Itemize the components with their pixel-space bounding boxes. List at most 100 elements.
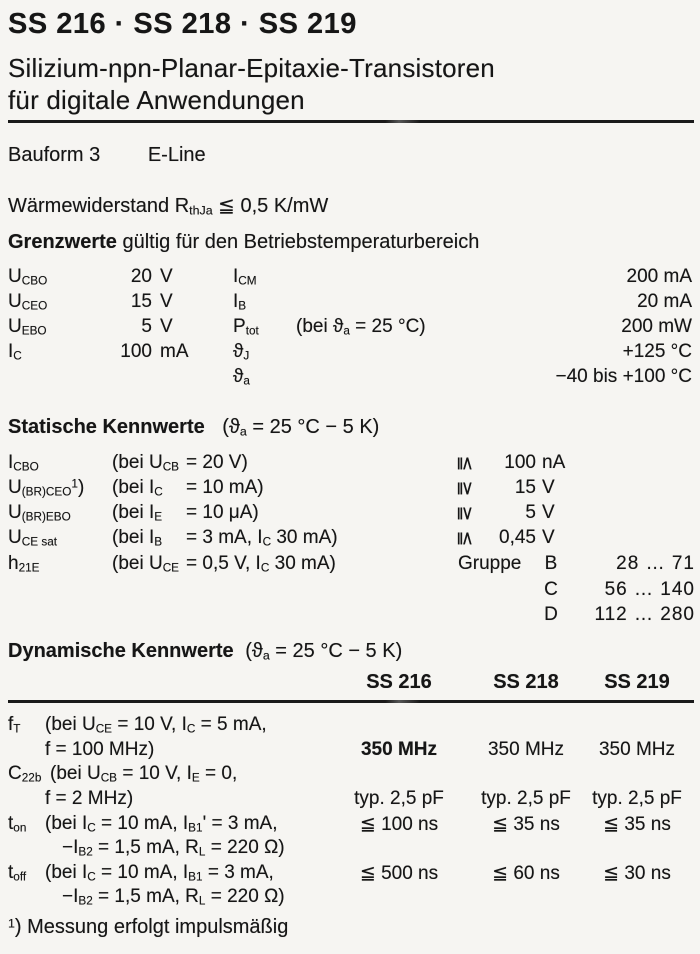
- static-condition-value: = 3 mA, IC 30 mA): [186, 527, 338, 549]
- limits-heading-rest: gültig für den Betriebstemperaturbereich: [116, 231, 480, 253]
- value-ss218: ≦ 60 ns: [492, 863, 560, 884]
- static-condition: (bei IB: [112, 527, 163, 549]
- value-ss216: ≦ 500 ns: [359, 863, 439, 884]
- bauform-label: Bauform 3: [8, 144, 101, 166]
- column-header-ss216: SS 216: [366, 671, 432, 693]
- subtitle-line-1: Silizium-npn-Planar-Epitaxie-Transistore…: [8, 53, 495, 83]
- limit-unit: V: [160, 266, 173, 287]
- dynamics-heading: Dynamische Kennwerte (ϑa = 25 °C − 5 K): [8, 640, 402, 663]
- thermal-resistance-line: Wärmewiderstand RthJa ≦ 0,5 K/mW: [8, 195, 329, 218]
- parameter-symbol: C22b: [8, 763, 42, 785]
- parameter-condition: f = 2 MHz): [45, 788, 134, 809]
- gruppe-label: Gruppe: [458, 553, 522, 574]
- static-condition: (bei IC: [112, 477, 163, 499]
- parameter-condition: f = 100 MHz): [45, 739, 155, 760]
- gruppe-letter: D: [544, 604, 558, 625]
- static-condition: (bei UCE: [112, 553, 180, 575]
- gruppe-range: 28 … 71: [616, 553, 695, 574]
- limit-value-2: +125 °C: [622, 341, 692, 362]
- value-ss216: 350 MHz: [360, 739, 438, 760]
- static-condition: (bei IE: [112, 502, 163, 524]
- static-unit: V: [542, 477, 555, 498]
- limit-value: 15: [130, 291, 152, 312]
- static-symbol: ICBO: [8, 452, 39, 474]
- limit-value: 20: [130, 266, 152, 287]
- subtitle-line-2: für digitale Anwendungen: [8, 85, 305, 115]
- parameter-symbol: toff: [8, 862, 27, 884]
- limit-unit: V: [160, 316, 173, 337]
- limit-unit: V: [160, 291, 173, 312]
- column-header-ss218: SS 218: [493, 671, 559, 693]
- bauform-line: Bauform 3 E-Line: [8, 144, 206, 167]
- static-symbol: U(BR)EBO: [8, 502, 71, 524]
- page-subtitle: Silizium-npn-Planar-Epitaxie-Transistore…: [8, 52, 495, 116]
- value-ss218: ≦ 35 ns: [492, 814, 560, 835]
- static-value: 0,45: [499, 527, 536, 548]
- static-unit: nA: [542, 452, 566, 473]
- limit-value-2: 200 mW: [621, 316, 692, 337]
- value-ss219: typ. 2,5 pF: [592, 788, 682, 809]
- page-title: SS 216 · SS 218 · SS 219: [8, 8, 357, 40]
- limit-value: 100: [120, 341, 152, 362]
- parameter-condition: (bei UCB = 10 V, IE = 0,: [50, 763, 238, 785]
- limit-value-2: −40 bis +100 °C: [555, 366, 692, 387]
- limit-symbol: IC: [8, 341, 22, 363]
- limit-symbol-2: ICM: [233, 266, 257, 288]
- gruppe-letter: C: [544, 579, 558, 600]
- limit-unit: mA: [160, 341, 189, 362]
- dynamics-heading-cond: (ϑa = 25 °C − 5 K): [245, 640, 403, 663]
- limit-value: 5: [141, 316, 152, 337]
- limit-symbol-2: ϑa: [233, 366, 250, 388]
- static-condition-value: = 10 mA): [186, 477, 264, 498]
- limits-heading-bold: Grenzwerte: [8, 231, 117, 253]
- static-symbol: U(BR)CEO1): [8, 477, 85, 499]
- parameter-condition: (bei IC = 10 mA, IB1' = 3 mA,: [45, 813, 278, 835]
- parameter-condition: (bei UCE = 10 V, IC = 5 mA,: [45, 714, 267, 736]
- value-ss216: typ. 2,5 pF: [354, 788, 444, 809]
- static-condition-value: = 0,5 V, IC 30 mA): [186, 553, 336, 575]
- static-condition: (bei UCB: [112, 452, 180, 474]
- limit-symbol: UEBO: [8, 316, 47, 338]
- parameter-symbol: fT: [8, 714, 21, 736]
- value-ss216: ≦ 100 ns: [359, 814, 439, 835]
- value-ss218: 350 MHz: [487, 739, 565, 760]
- static-value: 100: [504, 452, 536, 473]
- limit-symbol-2: Ptot: [233, 316, 259, 338]
- limit-value-2: 20 mA: [637, 291, 692, 312]
- header-divider: [8, 120, 694, 123]
- statics-heading-cond: (ϑa = 25 °C − 5 K): [222, 416, 380, 439]
- value-ss219: 350 MHz: [598, 739, 676, 760]
- gruppe-range: 56 … 140: [604, 579, 695, 600]
- static-condition-value: = 20 V): [186, 452, 248, 473]
- value-ss218: typ. 2,5 pF: [481, 788, 571, 809]
- statics-heading: Statische Kennwerte (ϑa = 25 °C − 5 K): [8, 416, 379, 439]
- gruppe-letter: B: [544, 553, 558, 574]
- limit-symbol-2: IB: [233, 291, 247, 313]
- static-unit: V: [542, 527, 555, 548]
- dynamics-heading-bold: Dynamische Kennwerte: [8, 640, 234, 662]
- limit-value-2: 200 mA: [626, 266, 692, 287]
- dynamics-divider: [8, 700, 694, 703]
- bauform-value: E-Line: [147, 144, 206, 166]
- parameter-condition: −IB2 = 1,5 mA, RL = 220 Ω): [62, 837, 285, 859]
- static-value: 5: [525, 502, 536, 523]
- static-unit: V: [542, 502, 555, 523]
- static-symbol: h21E: [8, 553, 40, 575]
- parameter-condition: −IB2 = 1,5 mA, RL = 220 Ω): [62, 886, 285, 908]
- footnote: 1) Messung erfolgt impulsmäßig: [8, 916, 289, 938]
- parameter-condition: (bei IC = 10 mA, IB1 = 3 mA,: [45, 862, 274, 884]
- limits-heading: Grenzwerte gültig für den Betriebstemper…: [8, 231, 479, 254]
- gruppe-range: 112 … 280: [594, 604, 695, 625]
- value-ss219: ≦ 30 ns: [603, 863, 671, 884]
- statics-heading-bold: Statische Kennwerte: [8, 416, 205, 438]
- parameter-symbol: ton: [8, 813, 27, 835]
- limit-condition: (bei ϑa = 25 °C): [296, 316, 426, 338]
- limit-symbol-2: ϑJ: [233, 341, 250, 363]
- static-condition-value: = 10 μA): [186, 502, 259, 523]
- static-symbol: UCE sat: [8, 527, 58, 549]
- limit-symbol: UCBO: [8, 266, 48, 288]
- limit-symbol: UCEO: [8, 291, 48, 313]
- column-header-ss219: SS 219: [604, 671, 670, 693]
- static-value: 15: [514, 477, 536, 498]
